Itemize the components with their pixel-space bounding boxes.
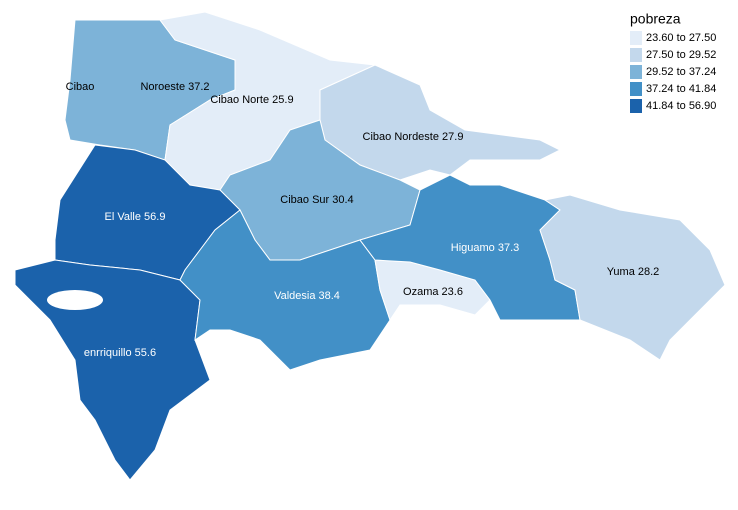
legend-swatch (630, 65, 642, 79)
region-label: Higuamo 37.3 (451, 242, 520, 254)
region-label: Cibao Norte 25.9 (210, 94, 293, 106)
region-label: Cibao Sur 30.4 (280, 194, 353, 206)
legend-label: 29.52 to 37.24 (646, 66, 716, 78)
region-label: Noroeste 37.2 (140, 81, 209, 93)
legend-label: 37.24 to 41.84 (646, 83, 716, 95)
region-label: Yuma 28.2 (607, 266, 660, 278)
region (539, 194, 726, 361)
legend-label: 27.50 to 29.52 (646, 49, 716, 61)
region (14, 259, 211, 481)
region-label: El Valle 56.9 (105, 211, 166, 223)
legend-swatch (630, 99, 642, 113)
region-label: Cibao Nordeste 27.9 (363, 131, 464, 143)
legend-label: 41.84 to 56.90 (646, 100, 716, 112)
region-label: Valdesia 38.4 (274, 290, 340, 302)
region-label: enrriquillo 55.6 (84, 347, 156, 359)
legend-label: 23.60 to 27.50 (646, 32, 716, 44)
legend-swatch (630, 82, 642, 96)
lake (47, 290, 103, 310)
legend-swatch (630, 31, 642, 45)
annotation: Cibao (66, 81, 95, 93)
legend-swatch (630, 48, 642, 62)
legend-title: pobreza (630, 11, 681, 27)
region-label: Ozama 23.6 (403, 286, 463, 298)
